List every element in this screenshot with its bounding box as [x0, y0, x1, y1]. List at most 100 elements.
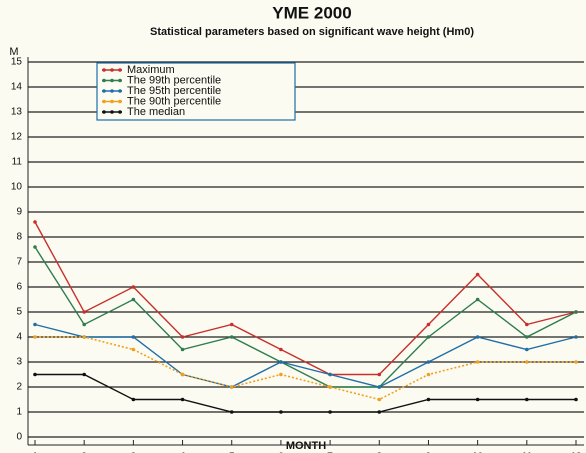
- y-tick-label: 7: [16, 257, 22, 268]
- point: [180, 335, 185, 339]
- point: [33, 220, 37, 224]
- point: [475, 272, 480, 277]
- point: [377, 397, 382, 402]
- legend-label: The median: [127, 106, 185, 118]
- point: [180, 347, 185, 352]
- y-tick-label: 1: [16, 407, 22, 418]
- legend-marker: [102, 68, 106, 72]
- point: [475, 397, 480, 402]
- point: [525, 322, 529, 327]
- point: [82, 335, 86, 339]
- series-line: [34, 323, 577, 388]
- x-tick-label: 3: [131, 452, 137, 453]
- point: [33, 322, 37, 327]
- point: [377, 372, 382, 377]
- x-tick-label: 12: [570, 452, 582, 453]
- series-line: [34, 221, 577, 376]
- y-tick-label: 13: [11, 107, 23, 118]
- legend-marker: [118, 89, 122, 93]
- y-tick-label: 3: [16, 357, 22, 368]
- point: [229, 322, 234, 327]
- legend-marker: [102, 99, 106, 104]
- legend-label: The 99th percentile: [127, 74, 221, 86]
- chart-title: YME 2000: [272, 3, 351, 22]
- y-axis-label: M: [9, 46, 18, 58]
- point: [475, 360, 480, 364]
- legend-marker: [110, 89, 114, 93]
- point: [131, 335, 136, 339]
- legend-marker: [110, 68, 114, 72]
- y-tick-label: 10: [11, 182, 23, 193]
- point: [229, 410, 234, 414]
- x-tick-label: 6: [278, 452, 284, 453]
- y-tick-label: 11: [12, 157, 23, 168]
- x-tick-label: 7: [327, 452, 333, 453]
- x-tick-label: 4: [180, 452, 186, 453]
- legend-marker: [102, 78, 106, 83]
- x-tick-label: 8: [376, 452, 382, 453]
- point: [279, 347, 283, 352]
- point: [82, 310, 86, 314]
- point: [82, 372, 86, 377]
- point: [131, 285, 136, 289]
- y-tick-label: 12: [11, 132, 23, 143]
- point: [426, 397, 431, 402]
- point: [525, 397, 529, 402]
- series-line: [35, 373, 576, 413]
- legend-marker: [118, 68, 122, 72]
- point: [574, 397, 578, 402]
- point: [475, 335, 480, 339]
- point: [328, 372, 332, 377]
- legend-marker: [118, 99, 122, 104]
- point: [328, 385, 332, 389]
- legend-label: Maximum: [127, 64, 175, 76]
- x-tick-label: 2: [81, 452, 87, 453]
- legend-marker: [102, 110, 106, 114]
- legend-marker: [110, 110, 114, 114]
- point: [279, 410, 283, 414]
- point: [33, 245, 37, 249]
- chart-subtitle: Statistical parameters based on signific…: [150, 26, 474, 38]
- legend-label: The 95th percentile: [127, 85, 221, 97]
- y-tick-label: 9: [16, 207, 22, 218]
- x-tick-label: 11: [522, 452, 533, 453]
- point: [574, 310, 578, 314]
- point: [33, 335, 37, 339]
- point: [131, 297, 136, 302]
- legend-label: The 90th percentile: [127, 95, 221, 107]
- point: [229, 335, 234, 339]
- point: [377, 410, 382, 414]
- point: [426, 322, 431, 327]
- x-axis-label: MONTH: [286, 440, 326, 452]
- y-tick-label: 14: [11, 82, 23, 93]
- point: [525, 360, 529, 364]
- legend-box: [96, 62, 296, 121]
- legend-marker: [110, 78, 114, 83]
- point: [33, 372, 37, 377]
- legend-marker: [118, 78, 122, 83]
- point: [574, 360, 578, 364]
- point: [377, 385, 382, 389]
- point: [426, 360, 431, 364]
- point: [574, 335, 578, 339]
- y-tick-label: 6: [16, 282, 22, 293]
- y-tick-label: 8: [16, 232, 22, 243]
- y-tick-label: 4: [16, 332, 22, 343]
- point: [82, 322, 86, 327]
- point: [180, 372, 185, 377]
- point: [475, 297, 480, 302]
- point: [180, 397, 185, 402]
- point: [525, 347, 529, 352]
- legend-marker: [102, 89, 106, 93]
- point: [279, 372, 283, 377]
- y-tick-label: 2: [16, 382, 22, 393]
- legend-marker: [118, 110, 122, 114]
- point: [426, 372, 431, 377]
- series-line: [35, 336, 576, 401]
- y-tick-label: 15: [11, 57, 23, 68]
- series-line: [34, 246, 577, 388]
- x-tick-label: 9: [426, 452, 432, 453]
